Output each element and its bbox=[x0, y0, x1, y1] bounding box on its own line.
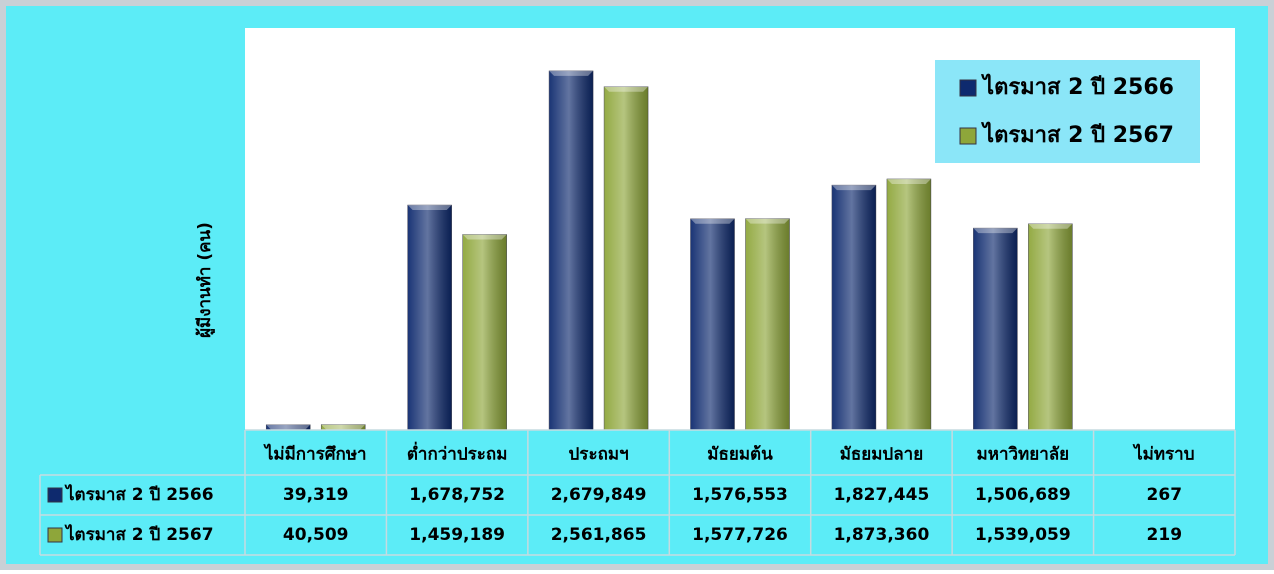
table-value: 40,509 bbox=[283, 525, 349, 545]
bar-bevel bbox=[604, 87, 648, 92]
table-value: 1,678,752 bbox=[409, 485, 505, 505]
bar-bevel bbox=[266, 425, 310, 430]
legend-label: ไตรมาส 2 ปี 2567 bbox=[981, 121, 1174, 148]
table-value: 1,459,189 bbox=[409, 525, 505, 545]
bar-shine bbox=[973, 228, 1017, 430]
table-value: 1,576,553 bbox=[692, 485, 788, 505]
bar-bevel bbox=[832, 185, 876, 190]
bar-bevel bbox=[408, 205, 452, 210]
bar-bevel bbox=[549, 71, 593, 76]
bar-bevel bbox=[973, 228, 1017, 233]
table-value: 267 bbox=[1147, 485, 1183, 505]
bar-shine bbox=[746, 219, 790, 430]
legend-label: ไตรมาส 2 ปี 2566 bbox=[981, 73, 1174, 100]
table-value: 1,827,445 bbox=[834, 485, 930, 505]
legend-key bbox=[48, 488, 62, 502]
x-tick-label: ต่ำกว่าประถม bbox=[407, 442, 508, 465]
bar-shine bbox=[604, 87, 648, 430]
legend-key bbox=[960, 80, 976, 96]
x-tick-label: ไม่มีการศึกษา bbox=[263, 444, 367, 465]
x-tick-label: ไม่ทราบ bbox=[1132, 444, 1194, 465]
bar-shine bbox=[832, 185, 876, 430]
bar-bevel bbox=[691, 219, 735, 224]
table-value: 1,506,689 bbox=[975, 485, 1071, 505]
x-tick-label: มหาวิทยาลัย bbox=[977, 445, 1070, 465]
bar-shine bbox=[463, 234, 507, 430]
bar-bevel bbox=[321, 425, 365, 430]
table-value: 2,561,865 bbox=[551, 525, 647, 545]
table-value: 39,319 bbox=[283, 485, 349, 505]
bar-bevel bbox=[887, 179, 931, 184]
table-value: 2,679,849 bbox=[551, 485, 647, 505]
table-value: 1,577,726 bbox=[692, 525, 788, 545]
bar-shine bbox=[549, 71, 593, 430]
row-label: ไตรมาส 2 ปี 2567 bbox=[64, 524, 214, 545]
bar-bevel bbox=[1028, 224, 1072, 229]
legend-key bbox=[960, 128, 976, 144]
bar-shine bbox=[887, 179, 931, 430]
table-value: 1,539,059 bbox=[975, 525, 1071, 545]
table-value: 1,873,360 bbox=[834, 525, 930, 545]
bar-bevel bbox=[463, 234, 507, 239]
bar-shine bbox=[1028, 224, 1072, 430]
table-value: 219 bbox=[1147, 525, 1183, 545]
legend-key bbox=[48, 528, 62, 542]
bar-shine bbox=[408, 205, 452, 430]
x-tick-label: ประถมฯ bbox=[569, 445, 629, 465]
bar-bevel bbox=[746, 219, 790, 224]
x-tick-label: มัธยมต้น bbox=[707, 445, 773, 465]
row-label: ไตรมาส 2 ปี 2566 bbox=[64, 484, 214, 505]
x-tick-label: มัธยมปลาย bbox=[840, 445, 923, 465]
y-axis-label: ผู้มีงานทำ (คน) bbox=[194, 222, 216, 338]
bar-shine bbox=[691, 219, 735, 430]
